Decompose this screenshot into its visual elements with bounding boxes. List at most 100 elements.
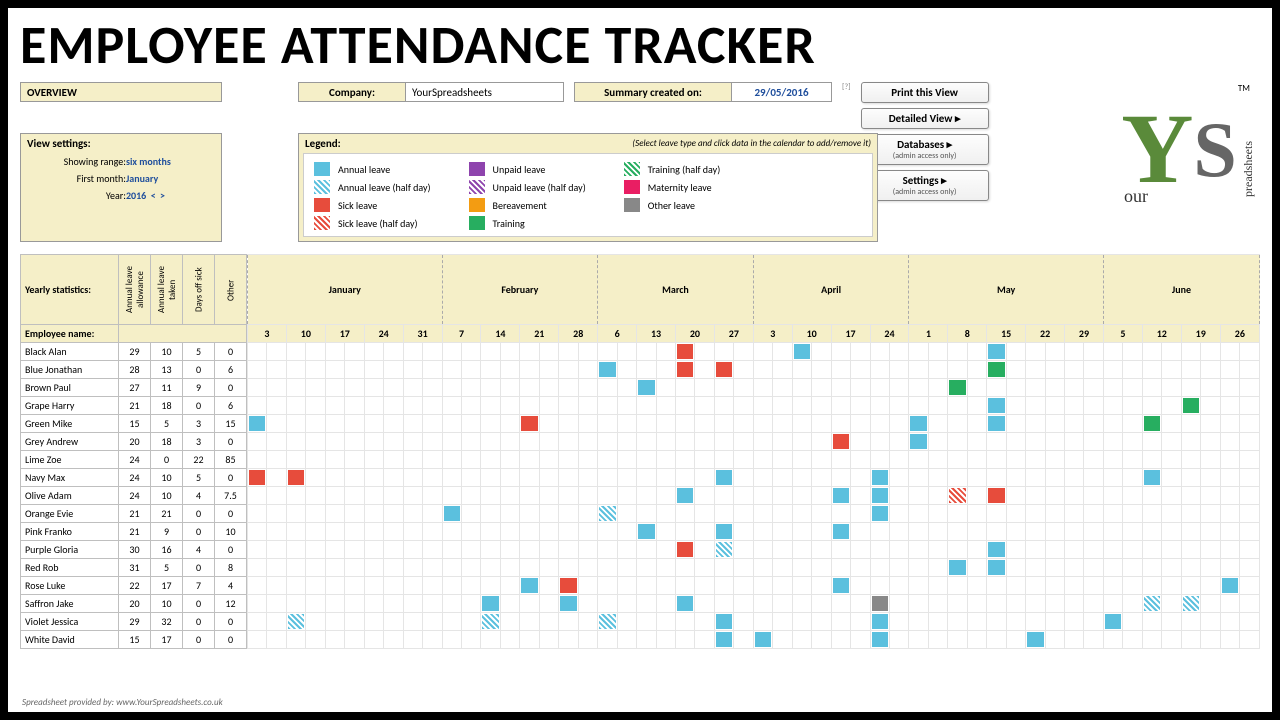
calendar-cell[interactable]: [461, 343, 480, 361]
calendar-cell[interactable]: [539, 361, 558, 379]
calendar-cell[interactable]: [1123, 613, 1142, 631]
calendar-cell[interactable]: [870, 523, 889, 541]
calendar-cell[interactable]: [1084, 415, 1103, 433]
calendar-cell[interactable]: [442, 505, 461, 523]
calendar-cell[interactable]: [675, 577, 694, 595]
calendar-cell[interactable]: [812, 577, 831, 595]
calendar-cell[interactable]: [734, 397, 753, 415]
calendar-cell[interactable]: [559, 433, 578, 451]
calendar-cell[interactable]: [948, 415, 967, 433]
calendar-cell[interactable]: [870, 631, 889, 649]
calendar-cell[interactable]: [578, 577, 597, 595]
calendar-cell[interactable]: [714, 361, 733, 379]
calendar-cell[interactable]: [851, 415, 870, 433]
calendar-cell[interactable]: [851, 433, 870, 451]
calendar-cell[interactable]: [384, 559, 403, 577]
calendar-cell[interactable]: [831, 397, 850, 415]
calendar-cell[interactable]: [248, 595, 267, 613]
calendar-cell[interactable]: [481, 577, 500, 595]
calendar-cell[interactable]: [1123, 595, 1142, 613]
calendar-cell[interactable]: [714, 433, 733, 451]
calendar-cell[interactable]: [461, 559, 480, 577]
calendar-cell[interactable]: [248, 559, 267, 577]
calendar-cell[interactable]: [481, 379, 500, 397]
calendar-cell[interactable]: [928, 631, 947, 649]
calendar-cell[interactable]: [1162, 451, 1181, 469]
calendar-cell[interactable]: [1220, 415, 1239, 433]
calendar-cell[interactable]: [870, 577, 889, 595]
calendar-cell[interactable]: [773, 379, 792, 397]
calendar-cell[interactable]: [345, 487, 364, 505]
calendar-cell[interactable]: [734, 631, 753, 649]
calendar-cell[interactable]: [325, 541, 344, 559]
calendar-cell[interactable]: [1065, 487, 1084, 505]
calendar-cell[interactable]: [539, 577, 558, 595]
calendar-cell[interactable]: [948, 595, 967, 613]
calendar-cell[interactable]: [1006, 415, 1025, 433]
calendar-cell[interactable]: [520, 433, 539, 451]
calendar-cell[interactable]: [675, 613, 694, 631]
calendar-cell[interactable]: [1220, 469, 1239, 487]
calendar-cell[interactable]: [325, 631, 344, 649]
calendar-cell[interactable]: [423, 361, 442, 379]
calendar-cell[interactable]: [928, 361, 947, 379]
calendar-cell[interactable]: [889, 415, 908, 433]
calendar-cell[interactable]: [1123, 487, 1142, 505]
calendar-cell[interactable]: [1103, 631, 1122, 649]
calendar-cell[interactable]: [967, 451, 986, 469]
calendar-cell[interactable]: [889, 397, 908, 415]
calendar-cell[interactable]: [481, 397, 500, 415]
calendar-table[interactable]: JanuaryFebruaryMarchAprilMayJune31017243…: [247, 254, 1260, 649]
calendar-cell[interactable]: [734, 577, 753, 595]
calendar-cell[interactable]: [1240, 433, 1260, 451]
calendar-cell[interactable]: [695, 415, 714, 433]
calendar-cell[interactable]: [773, 451, 792, 469]
calendar-cell[interactable]: [1201, 541, 1220, 559]
calendar-cell[interactable]: [870, 361, 889, 379]
calendar-cell[interactable]: [1201, 613, 1220, 631]
calendar-cell[interactable]: [987, 361, 1006, 379]
calendar-cell[interactable]: [870, 451, 889, 469]
calendar-cell[interactable]: [714, 451, 733, 469]
calendar-cell[interactable]: [1142, 631, 1161, 649]
calendar-cell[interactable]: [987, 343, 1006, 361]
calendar-cell[interactable]: [792, 343, 811, 361]
calendar-cell[interactable]: [675, 487, 694, 505]
calendar-cell[interactable]: [1201, 487, 1220, 505]
calendar-cell[interactable]: [1084, 379, 1103, 397]
calendar-cell[interactable]: [1162, 559, 1181, 577]
calendar-cell[interactable]: [831, 433, 850, 451]
calendar-cell[interactable]: [617, 595, 636, 613]
calendar-cell[interactable]: [500, 631, 519, 649]
calendar-cell[interactable]: [559, 379, 578, 397]
calendar-cell[interactable]: [1123, 397, 1142, 415]
calendar-cell[interactable]: [1181, 613, 1200, 631]
calendar-cell[interactable]: [637, 469, 656, 487]
calendar-cell[interactable]: [286, 577, 305, 595]
calendar-cell[interactable]: [423, 505, 442, 523]
calendar-cell[interactable]: [306, 415, 325, 433]
calendar-cell[interactable]: [928, 469, 947, 487]
calendar-cell[interactable]: [812, 487, 831, 505]
calendar-cell[interactable]: [1065, 469, 1084, 487]
calendar-cell[interactable]: [889, 451, 908, 469]
calendar-cell[interactable]: [1123, 469, 1142, 487]
calendar-cell[interactable]: [812, 631, 831, 649]
calendar-cell[interactable]: [734, 505, 753, 523]
calendar-cell[interactable]: [559, 415, 578, 433]
calendar-cell[interactable]: [675, 397, 694, 415]
calendar-cell[interactable]: [714, 487, 733, 505]
calendar-cell[interactable]: [364, 451, 383, 469]
calendar-cell[interactable]: [423, 469, 442, 487]
calendar-cell[interactable]: [792, 451, 811, 469]
calendar-cell[interactable]: [792, 595, 811, 613]
calendar-cell[interactable]: [267, 433, 286, 451]
calendar-cell[interactable]: [870, 469, 889, 487]
calendar-cell[interactable]: [578, 397, 597, 415]
calendar-cell[interactable]: [364, 415, 383, 433]
calendar-cell[interactable]: [851, 469, 870, 487]
calendar-cell[interactable]: [461, 415, 480, 433]
calendar-cell[interactable]: [967, 577, 986, 595]
calendar-cell[interactable]: [714, 415, 733, 433]
calendar-cell[interactable]: [1065, 631, 1084, 649]
